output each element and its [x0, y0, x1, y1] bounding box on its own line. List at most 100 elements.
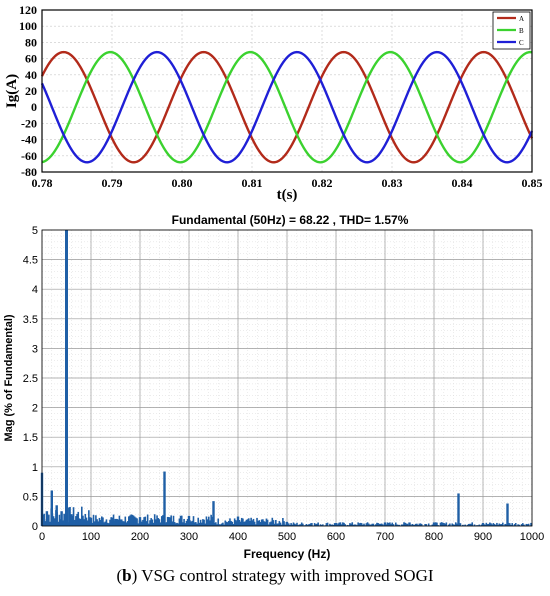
- fft-plot-y-label: Mag (% of Fundamental): [3, 314, 15, 441]
- noise-bar: [398, 524, 401, 526]
- noise-bar: [445, 522, 448, 526]
- noise-bar: [78, 518, 81, 526]
- noise-bar: [242, 518, 244, 526]
- noise-bar: [325, 523, 328, 526]
- noise-bar: [56, 512, 58, 526]
- x-tick-label: 0.82: [312, 176, 333, 190]
- noise-bar: [473, 524, 476, 526]
- noise-bar: [169, 517, 171, 526]
- noise-bar: [338, 522, 341, 526]
- figure-caption: (b) VSG control strategy with improved S…: [116, 566, 434, 585]
- noise-bar: [452, 524, 455, 526]
- noise-bar: [64, 514, 67, 526]
- noise-bar: [500, 524, 503, 526]
- noise-bar: [84, 513, 87, 526]
- noise-bar: [233, 518, 236, 526]
- noise-bar: [71, 515, 74, 526]
- noise-bar: [200, 522, 203, 526]
- noise-bar: [220, 523, 223, 526]
- noise-bar: [42, 514, 44, 526]
- noise-bar: [171, 521, 174, 526]
- noise-bar: [369, 524, 371, 526]
- noise-bar: [82, 515, 84, 526]
- noise-bar: [97, 521, 100, 526]
- noise-bar: [75, 516, 77, 526]
- noise-bar: [363, 523, 365, 526]
- noise-bar: [155, 519, 157, 526]
- noise-bar: [443, 523, 445, 526]
- noise-bar: [292, 522, 295, 526]
- y-tick-label: -20: [21, 116, 37, 130]
- noise-bar: [110, 517, 112, 526]
- noise-bar: [262, 519, 264, 526]
- noise-bar: [245, 519, 248, 526]
- noise-bar: [289, 524, 291, 526]
- y-tick-label: 0: [31, 100, 37, 114]
- noise-bar: [252, 518, 255, 526]
- noise-bar: [162, 515, 164, 526]
- noise-bar: [379, 523, 382, 526]
- noise-bar: [458, 523, 461, 526]
- noise-bar: [509, 523, 511, 526]
- noise-bar: [205, 516, 208, 526]
- noise-bar: [111, 517, 114, 526]
- noise-bar: [69, 506, 71, 526]
- noise-bar: [282, 517, 284, 526]
- noise-bar: [122, 521, 124, 526]
- noise-bar: [527, 523, 530, 526]
- noise-bar: [232, 523, 235, 526]
- noise-bar: [315, 524, 317, 526]
- noise-bar: [332, 524, 335, 526]
- noise-bar: [492, 523, 495, 526]
- noise-bar: [313, 523, 316, 526]
- noise-bar: [59, 519, 62, 526]
- noise-bar: [339, 522, 342, 526]
- noise-bar: [293, 523, 296, 526]
- noise-bar: [236, 521, 238, 526]
- noise-bar: [118, 515, 121, 526]
- noise-bar: [109, 519, 111, 526]
- noise-bar: [60, 511, 63, 526]
- noise-bar: [310, 524, 312, 526]
- noise-bar: [295, 524, 297, 526]
- noise-bar: [163, 521, 165, 526]
- series-line-a: [40, 50, 534, 164]
- noise-bar: [386, 522, 389, 526]
- noise-bar: [419, 523, 422, 526]
- noise-bar: [198, 522, 201, 526]
- noise-bar: [219, 524, 222, 526]
- noise-bar: [400, 524, 403, 526]
- x-tick-label: 400: [229, 531, 247, 543]
- noise-bar: [130, 514, 132, 526]
- x-tick-label: 0.81: [242, 176, 263, 190]
- noise-bar: [366, 522, 369, 526]
- noise-bar: [160, 516, 163, 526]
- noise-bar: [322, 524, 324, 526]
- noise-bar: [102, 517, 104, 526]
- noise-bar: [510, 524, 512, 526]
- y-tick-label: 4: [32, 284, 38, 296]
- noise-bar: [125, 522, 128, 526]
- noise-bar: [199, 519, 202, 526]
- noise-bar: [115, 519, 117, 526]
- x-tick-label: 1000: [520, 531, 544, 543]
- noise-bar: [329, 523, 331, 526]
- noise-bar: [466, 524, 469, 526]
- noise-bar: [206, 519, 209, 526]
- noise-bar: [491, 524, 494, 526]
- noise-bar: [397, 524, 399, 526]
- noise-bar: [283, 521, 285, 526]
- noise-bar: [197, 517, 200, 526]
- noise-bar: [478, 524, 481, 526]
- series-line-b: [41, 50, 533, 164]
- noise-bar: [387, 523, 390, 526]
- noise-bar: [526, 524, 529, 526]
- noise-bar: [290, 523, 292, 526]
- noise-bar: [246, 519, 249, 526]
- noise-bar: [296, 522, 298, 526]
- noise-bar: [518, 524, 521, 526]
- noise-bar: [342, 522, 344, 526]
- y-tick-label: 100: [19, 19, 37, 33]
- noise-bar: [346, 524, 349, 526]
- noise-bar: [103, 522, 105, 526]
